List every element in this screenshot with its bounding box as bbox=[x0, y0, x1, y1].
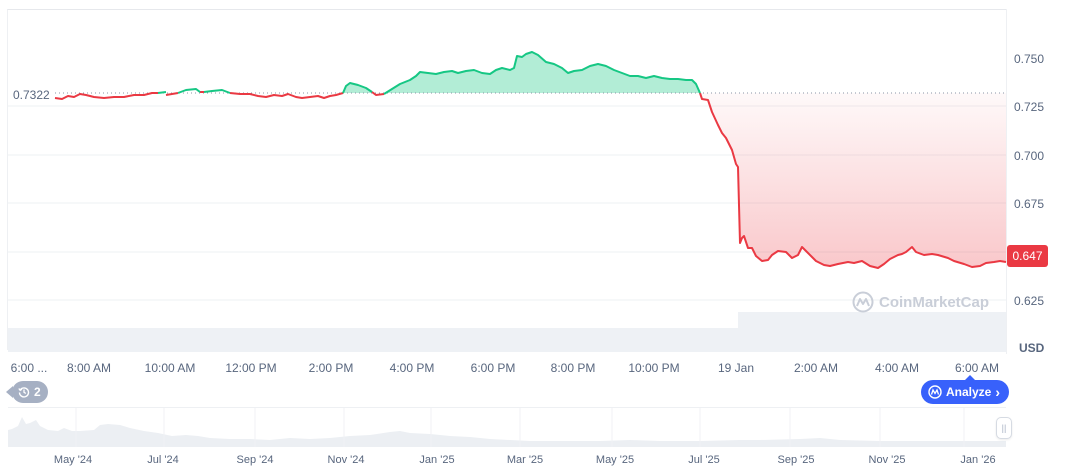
history-badge-count: 2 bbox=[34, 385, 41, 399]
x-tick: 10:00 PM bbox=[628, 361, 680, 375]
navigator-tick: Jul '24 bbox=[147, 454, 179, 466]
navigator-tick: Jan '25 bbox=[419, 454, 455, 466]
navigator-tick: Jan '26 bbox=[960, 454, 996, 466]
history-clock-icon bbox=[18, 387, 30, 398]
navigator-tick: May '25 bbox=[595, 454, 635, 466]
current-price-tag: 0.647 bbox=[1007, 245, 1048, 267]
y-tick: 0.725 bbox=[1014, 100, 1045, 114]
analyze-button[interactable]: Analyze › bbox=[921, 375, 1010, 404]
x-tick: 6:00 ... bbox=[10, 361, 48, 375]
x-tick: 6:00 PM bbox=[470, 361, 516, 375]
baseline-value-label: 0.7322 bbox=[13, 88, 50, 102]
history-badge[interactable]: 2 bbox=[6, 381, 48, 403]
watermark: CoinMarketCap bbox=[852, 291, 989, 313]
navigator-area bbox=[8, 417, 1006, 447]
price-line-up bbox=[157, 51, 701, 95]
watermark-text: CoinMarketCap bbox=[879, 293, 990, 311]
x-tick: 19 Jan bbox=[717, 361, 755, 375]
x-tick: 8:00 PM bbox=[550, 361, 596, 375]
range-navigator[interactable] bbox=[8, 407, 1006, 448]
x-tick: 10:00 AM bbox=[144, 361, 196, 375]
navigator-drag-handle[interactable]: || bbox=[996, 417, 1012, 439]
y-axis-divider bbox=[1006, 9, 1007, 354]
up-area bbox=[343, 52, 700, 93]
currency-unit-label: USD bbox=[1019, 341, 1045, 355]
navigator-tick: Nov '24 bbox=[327, 454, 365, 466]
analyze-ai-icon bbox=[928, 385, 942, 399]
coinmarketcap-logo-icon bbox=[852, 291, 874, 313]
down-area bbox=[700, 93, 1006, 268]
chart-frame bbox=[7, 9, 1007, 350]
x-tick: 6:00 AM bbox=[954, 361, 1000, 375]
navigator-tick: Jul '25 bbox=[688, 454, 720, 466]
x-tick: 8:00 AM bbox=[66, 361, 112, 375]
navigator-tick: May '24 bbox=[53, 454, 93, 466]
analyze-label: Analyze bbox=[946, 385, 992, 399]
y-tick: 0.625 bbox=[1014, 294, 1045, 308]
y-tick: 0.700 bbox=[1014, 149, 1045, 163]
price-line-down bbox=[54, 91, 1007, 269]
x-tick: 2:00 PM bbox=[308, 361, 354, 375]
x-tick: 2:00 AM bbox=[793, 361, 839, 375]
y-tick: 0.675 bbox=[1014, 197, 1045, 211]
y-tick: 0.750 bbox=[1014, 52, 1045, 66]
navigator-grid bbox=[75, 407, 965, 447]
navigator-tick: Sep '24 bbox=[236, 454, 274, 466]
chevron-right-icon: › bbox=[995, 384, 1001, 400]
navigator-tick: Sep '25 bbox=[777, 454, 815, 466]
x-tick: 4:00 PM bbox=[389, 361, 435, 375]
navigator-tick: Mar '25 bbox=[506, 454, 544, 466]
x-tick: 4:00 AM bbox=[874, 361, 920, 375]
navigator-tick: Nov '25 bbox=[868, 454, 906, 466]
volume-bars bbox=[8, 312, 1006, 352]
x-tick: 12:00 PM bbox=[225, 361, 277, 375]
